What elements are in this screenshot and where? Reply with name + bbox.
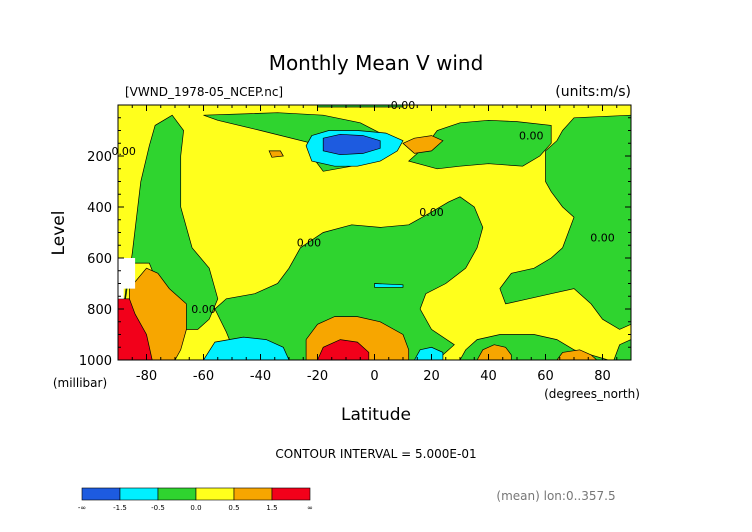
colorbar-tick-label: 0.0 [190,504,201,512]
missing-data-region [118,258,136,299]
axes: -80 -60 -40 -20 0 20 40 60 80 200 400 600 800 1000 [79,104,632,384]
contour-label-layer: 0.000.000.000.000.00 0.000.00 [111,99,614,316]
colorbar-swatch [271,487,311,501]
colorbar-tick-label: -1.5 [113,504,127,512]
colorbar-swatch [119,487,159,501]
footer-note: (mean) lon:0..357.5 [496,489,615,503]
x-tick-label: 40 [480,369,497,384]
colorbar-tick-label: -∞ [78,504,86,512]
region-orange-upper-left [268,150,284,158]
y-tick-label: 1000 [79,354,112,369]
region-green-lower-middle [214,196,484,361]
x-tick-label: 20 [423,369,440,384]
colorbar: -∞ -1.5 -0.5 0.0 0.5 1.5 ∞ [78,487,313,512]
x-tick-label: 60 [537,369,554,384]
contour-label: 0.00 [519,130,544,143]
y-tick-label: 800 [87,303,112,318]
region-navy-upper-core [322,133,381,156]
region-green-north-upper [407,119,552,170]
region-blue-strip-mid [374,283,404,288]
region-green-north-large [499,114,632,330]
colorbar-tick-label: ∞ [307,504,313,512]
x-tick-label: -40 [250,369,271,384]
colorbar-swatch [233,487,273,501]
x-axis-label: Latitude [341,405,411,425]
colorbar-tick-label: -0.5 [151,504,165,512]
x-tick-label: 0 [370,369,378,384]
colorbar-swatch [157,487,197,501]
units-label: (units:m/s) [555,84,631,100]
x-tick-label: -60 [193,369,214,384]
y-tick-label: 400 [87,201,112,216]
contour-label: 0.00 [590,232,615,245]
region-orange-upper-small [402,135,444,154]
colorbar-swatch [195,487,235,501]
y-tick-label: 600 [87,252,112,267]
contour-label: 0.00 [191,303,216,316]
x-tick-label: -20 [307,369,328,384]
file-label: [VWND_1978-05_NCEP.nc] [125,85,283,99]
y-axis-label: Level [49,211,69,256]
contour-interval-text: CONTOUR INTERVAL = 5.000E-01 [275,447,476,461]
colorbar-tick-label: 1.5 [266,504,277,512]
contour-label: 0.00 [419,206,444,219]
y-tick-label: 200 [87,150,112,165]
x-tick-label: 80 [594,369,611,384]
x-units-label: (degrees_north) [544,387,640,401]
colorbar-tick-label: 0.5 [228,504,239,512]
y-units-label: (millibar) [53,376,107,390]
contour-label: 0.00 [297,237,322,250]
chart-title: Monthly Mean V wind [269,51,484,75]
x-tick-label: -80 [136,369,157,384]
plot-area [117,104,632,361]
colorbar-swatch [81,487,121,501]
